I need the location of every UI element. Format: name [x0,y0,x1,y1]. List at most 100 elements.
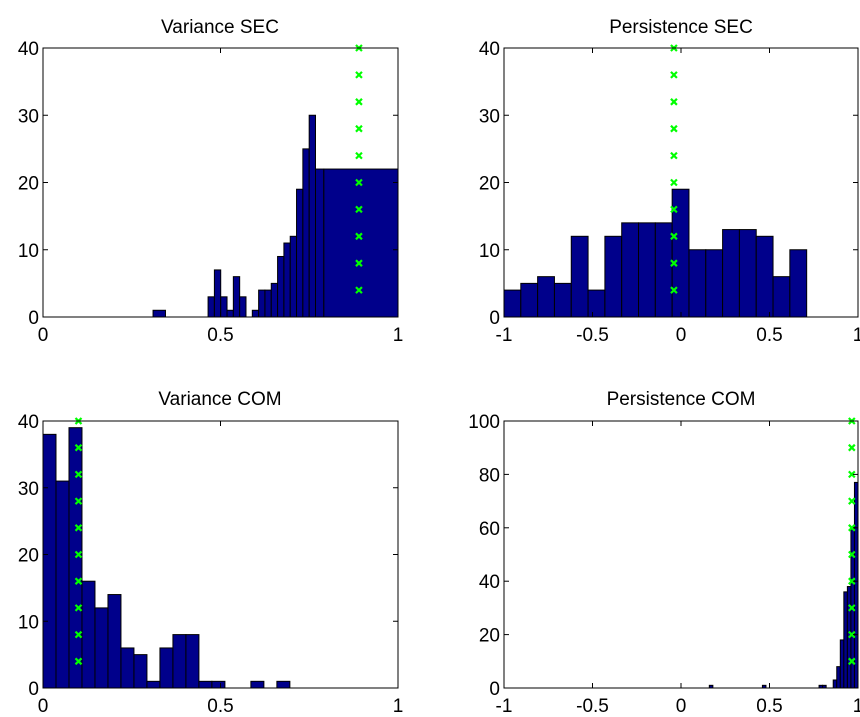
histogram-bar [289,235,298,318]
histogram-bar [323,168,399,318]
histogram-bar [270,282,279,318]
histogram-bar [133,654,148,689]
reference-marker [74,443,83,452]
histogram-bar [159,647,174,689]
x-tick-label: 1 [853,696,860,717]
histogram-bar [185,634,200,689]
histogram-bar [638,222,656,318]
histogram-bar [211,680,226,689]
histogram-bar [81,580,96,689]
reference-marker [355,98,363,106]
plot-area [504,421,858,688]
reference-marker [355,151,363,160]
x-tick-label: 0.5 [207,325,233,346]
reference-marker [74,550,83,559]
panel-persistence-com: Persistence COM 0 20 40 60 80 100 -1 -0.5 0 0.5 1 [468,389,860,717]
reference-marker [848,524,856,532]
y-tick-label: 20 [479,174,500,195]
y-tick-label: 40 [479,572,500,593]
panel-persistence-sec: Persistence SEC 0 10 20 30 40 -1 -0.5 0 0.5 1 [479,17,860,346]
histogram-bar [722,229,740,318]
x-tick-label: 1 [853,325,860,346]
reference-marker [848,604,856,612]
histogram-bar [503,289,522,318]
reference-marker [670,205,678,214]
histogram-bar [213,269,222,318]
histogram-bar [232,276,241,318]
histogram-bar [276,680,291,689]
reference-marker [848,657,856,666]
reference-marker [355,124,363,133]
y-tick-label: 100 [468,412,500,433]
histogram-bar [755,235,774,318]
y-tick-label: 10 [479,241,500,262]
histogram-bar [198,680,213,689]
histogram-bar [772,276,791,318]
reference-marker [848,443,856,452]
y-tick-label: 30 [479,106,500,127]
chart-title: Persistence COM [607,389,756,410]
histogram-bar [836,666,841,689]
y-tick-label: 30 [18,479,39,500]
histogram-bar [207,296,215,318]
reference-marker [74,657,83,666]
y-tick-label: 20 [479,626,500,647]
histogram-bar [258,289,266,318]
x-tick-label: -0.5 [576,325,609,346]
reference-marker [848,497,856,505]
reference-marker [74,524,83,532]
y-tick-label: 10 [18,241,39,262]
histogram-bar [264,289,272,318]
reference-marker [355,205,363,214]
reference-marker [670,98,678,106]
histogram-bar [587,289,606,318]
x-tick-label: 0.5 [756,325,782,346]
x-tick-label: 0 [676,325,687,346]
histogram-bar [789,249,808,318]
histogram-bar [843,591,848,689]
histogram-bar [42,433,57,689]
histogram-bar [688,249,707,318]
y-tick-label: 40 [18,412,39,433]
y-tick-label: 0 [28,679,39,700]
y-tick-label: 0 [28,308,39,329]
x-tick-label: 0 [38,325,49,346]
histogram-bar [853,481,859,689]
x-tick-label: 1 [393,696,404,717]
y-tick-label: 10 [18,612,39,633]
x-tick-label: -1 [496,325,513,346]
x-tick-label: 0.5 [756,696,782,717]
histogram-bar [537,276,555,318]
histogram-bar [705,249,724,318]
histogram-bar [604,235,623,318]
reference-marker [848,630,856,639]
y-tick-label: 40 [479,39,500,60]
reference-marker [670,232,678,241]
histogram-bar [146,680,161,689]
x-tick-label: 1 [393,325,404,346]
histogram-bar [308,114,316,318]
histogram-bar [296,188,304,318]
reference-marker [355,178,363,187]
histogram-bar [94,607,109,689]
reference-marker [355,71,363,79]
histogram-bar [277,255,285,318]
reference-marker [74,497,83,505]
reference-marker [848,577,856,585]
histogram-bar [220,296,228,318]
reference-marker [670,71,678,79]
histogram-bar [68,427,83,689]
reference-marker [670,124,678,133]
x-tick-label: -1 [496,696,513,717]
y-tick-label: 20 [18,174,39,195]
histogram-bar [107,594,122,689]
chart-title: Variance COM [158,389,281,410]
reference-marker [848,550,856,559]
y-tick-label: 40 [18,39,39,60]
y-tick-label: 30 [18,106,39,127]
reference-marker [74,604,83,612]
histogram-bar [621,222,640,318]
chart-title: Variance SEC [161,17,279,38]
reference-marker [355,259,363,267]
